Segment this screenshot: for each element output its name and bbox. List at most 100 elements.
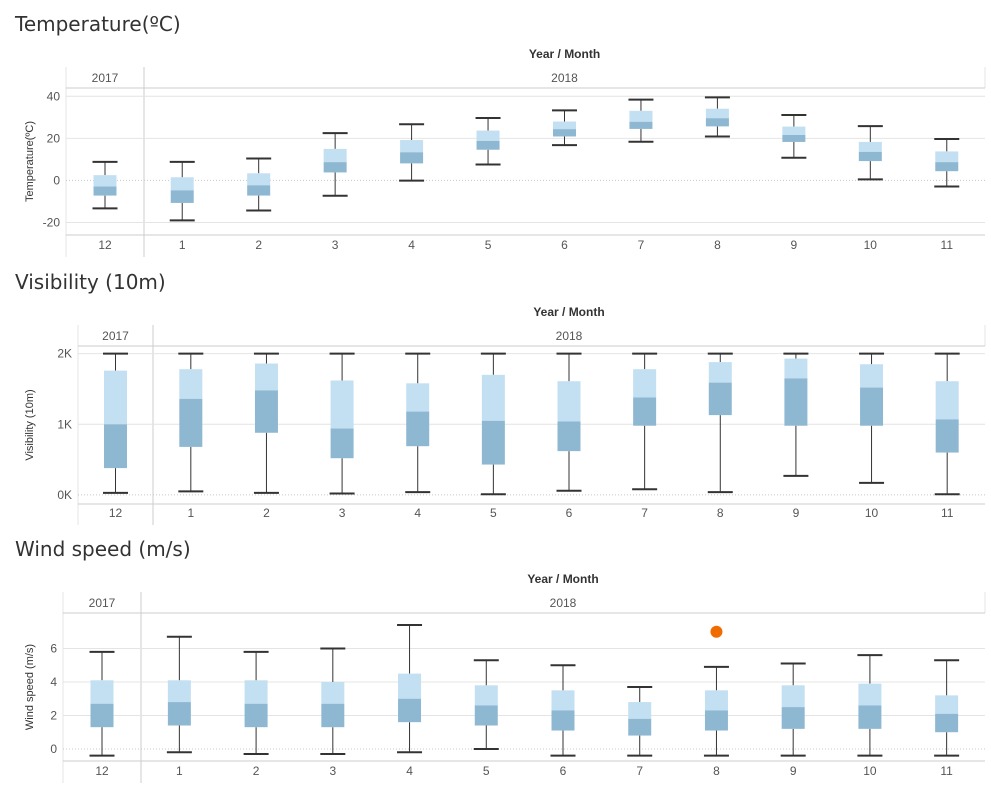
x-tick-label: 7 (636, 764, 643, 778)
temperature-box-plot: Year / Month 2017 2018 -20 0 20 40 Temperature(… (24, 47, 986, 257)
x-tick-label: 3 (339, 506, 346, 520)
box-9 (781, 114, 807, 159)
x-tick-label: 6 (566, 506, 573, 520)
panel-title: Visibility (10m) (15, 270, 166, 294)
box-upper-half (476, 130, 500, 141)
x-tick-label: 1 (187, 506, 194, 520)
box-lower-half (705, 118, 729, 127)
box-11 (934, 352, 960, 496)
box-9 (783, 352, 809, 477)
box-6 (550, 664, 576, 757)
box-lower-half (860, 387, 884, 426)
box-upper-half (557, 381, 581, 422)
box-upper-half (244, 680, 268, 704)
x-tick-label: 9 (793, 506, 800, 520)
x-tick-label: 9 (791, 238, 798, 252)
x-tick-label: 2 (253, 764, 260, 778)
x-tick-label: 5 (483, 764, 490, 778)
box-8 (704, 96, 730, 138)
box-8 (707, 352, 733, 494)
box-upper-half (90, 680, 114, 704)
wind-speed-box-plot: Year / Month 2017 2018 0 2 4 6 Wind speed (m/s)… (24, 572, 986, 783)
outlier-point (710, 625, 723, 638)
x-tick-label: 6 (561, 238, 568, 252)
box-3 (320, 647, 346, 755)
box-lower-half (858, 705, 882, 729)
x-tick-label: 8 (713, 764, 720, 778)
year-label-2018: 2018 (551, 71, 578, 85)
box-upper-half (481, 374, 505, 421)
box-lower-half (406, 411, 430, 447)
y-axis-title: Visibility (10m) (24, 389, 36, 460)
box-9 (780, 662, 806, 757)
box-5 (480, 352, 506, 496)
box-upper-half (628, 702, 652, 719)
box-1 (169, 160, 195, 222)
box-12 (92, 160, 118, 210)
year-label-2017: 2017 (89, 596, 116, 610)
box-upper-half (93, 175, 117, 187)
box-upper-half (553, 121, 576, 130)
box-upper-half (935, 381, 959, 420)
y-tick-label: -20 (43, 215, 61, 229)
box-3 (322, 132, 348, 197)
x-tick-label: 3 (332, 238, 339, 252)
box-upper-half (935, 695, 959, 714)
x-tick-label: 11 (941, 238, 954, 252)
box-5 (475, 116, 501, 166)
x-tick-label: 12 (98, 238, 112, 252)
box-upper-half (784, 358, 808, 379)
box-lower-half (481, 420, 505, 465)
box-upper-half (551, 690, 575, 711)
box-lower-half (553, 129, 576, 137)
year-label-2017: 2017 (92, 71, 119, 85)
box-upper-half (323, 148, 347, 163)
visibility-box-plot: Year / Month 2017 2018 0K 1K 2K Visibility (10… (24, 305, 986, 525)
box-lower-half (321, 703, 345, 728)
box-upper-half (629, 110, 653, 122)
x-tick-label: 2 (263, 506, 270, 520)
box-lower-half (628, 718, 652, 736)
box-lower-half (244, 703, 268, 728)
y-axis-title: Wind speed (m/s) (24, 644, 36, 730)
box-12 (103, 352, 128, 494)
box-upper-half (705, 108, 729, 119)
box-12 (89, 650, 115, 757)
box-upper-half (782, 126, 806, 136)
box-upper-half (406, 383, 430, 412)
box-7 (628, 98, 654, 143)
box-upper-half (708, 362, 732, 383)
box-upper-half (254, 363, 278, 391)
box-10 (857, 654, 883, 757)
box-5 (473, 659, 499, 750)
x-tick-label: 11 (940, 764, 953, 778)
panel-title: Temperature(ºC) (15, 12, 181, 36)
box-upper-half (247, 173, 271, 186)
box-upper-half (704, 690, 728, 711)
box-lower-half (858, 151, 882, 162)
box-2 (243, 650, 269, 755)
box-lower-half (935, 713, 959, 733)
x-tick-label: 1 (179, 238, 186, 252)
box-lower-half (170, 190, 194, 203)
y-tick-label: 40 (47, 89, 61, 103)
x-tick-label: 4 (414, 506, 421, 520)
box-6 (556, 352, 582, 492)
box-lower-half (398, 698, 422, 723)
y-tick-label: 0 (50, 742, 57, 756)
x-tick-label: 4 (408, 238, 415, 252)
box-upper-half (781, 685, 805, 708)
box-lower-half (90, 703, 114, 728)
box-lower-half (781, 707, 805, 729)
box-lower-half (167, 702, 191, 726)
box-7 (627, 686, 653, 757)
box-upper-half (170, 177, 194, 191)
box-lower-half (935, 419, 959, 453)
x-tick-label: 9 (790, 764, 797, 778)
column-header: Year / Month (533, 305, 604, 319)
box-lower-half (254, 390, 278, 433)
box-upper-half (321, 681, 345, 704)
box-upper-half (330, 380, 354, 429)
year-label-2018: 2018 (556, 329, 583, 343)
box-upper-half (858, 141, 882, 152)
